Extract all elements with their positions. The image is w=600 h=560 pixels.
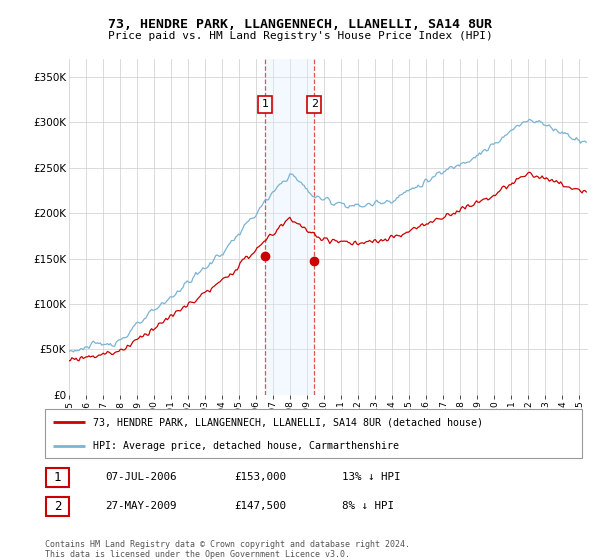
Text: 2: 2	[54, 500, 61, 513]
Text: 1: 1	[54, 470, 61, 484]
Text: 07-JUL-2006: 07-JUL-2006	[105, 472, 176, 482]
Text: 73, HENDRE PARK, LLANGENNECH, LLANELLI, SA14 8UR: 73, HENDRE PARK, LLANGENNECH, LLANELLI, …	[108, 18, 492, 31]
Text: 73, HENDRE PARK, LLANGENNECH, LLANELLI, SA14 8UR (detached house): 73, HENDRE PARK, LLANGENNECH, LLANELLI, …	[94, 417, 484, 427]
Text: HPI: Average price, detached house, Carmarthenshire: HPI: Average price, detached house, Carm…	[94, 441, 400, 451]
FancyBboxPatch shape	[46, 468, 69, 487]
Text: Price paid vs. HM Land Registry's House Price Index (HPI): Price paid vs. HM Land Registry's House …	[107, 31, 493, 41]
Text: 2: 2	[311, 99, 318, 109]
Text: 27-MAY-2009: 27-MAY-2009	[105, 501, 176, 511]
Bar	[265, 59, 314, 395]
Text: £147,500: £147,500	[234, 501, 286, 511]
Text: £153,000: £153,000	[234, 472, 286, 482]
FancyBboxPatch shape	[45, 409, 582, 458]
Text: 1: 1	[262, 99, 269, 109]
Text: 13% ↓ HPI: 13% ↓ HPI	[342, 472, 401, 482]
Text: 8% ↓ HPI: 8% ↓ HPI	[342, 501, 394, 511]
FancyBboxPatch shape	[46, 497, 69, 516]
Text: Contains HM Land Registry data © Crown copyright and database right 2024.
This d: Contains HM Land Registry data © Crown c…	[45, 540, 410, 559]
